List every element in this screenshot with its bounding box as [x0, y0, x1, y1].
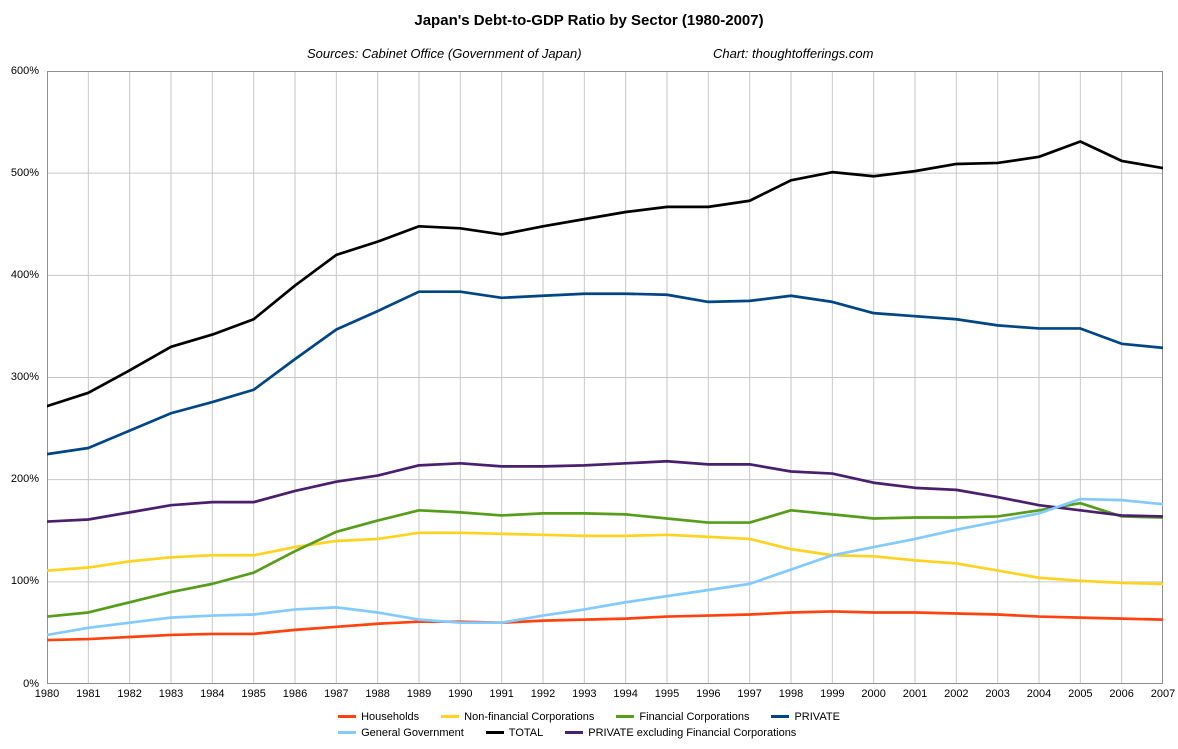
legend-marker — [338, 714, 357, 718]
x-axis-label: 2003 — [985, 688, 1010, 700]
legend-label: Financial Corporations — [639, 711, 750, 723]
legend-marker — [616, 714, 635, 718]
legend-label: PRIVATE — [794, 711, 840, 723]
x-axis-label: 2004 — [1026, 688, 1052, 700]
legend-label: TOTAL — [508, 727, 544, 739]
legend-label: PRIVATE excluding Financial Corporations — [588, 727, 797, 739]
chart-title: Japan's Debt-to-GDP Ratio by Sector (198… — [414, 12, 764, 29]
y-axis-label: 0% — [23, 677, 39, 690]
y-axis-label: 300% — [10, 371, 39, 383]
x-axis-label: 2006 — [1109, 688, 1134, 700]
legend-item: PRIVATE excluding Financial Corporations — [565, 725, 796, 741]
x-axis-label: 1988 — [365, 688, 390, 700]
x-axis-label: 1995 — [654, 688, 680, 700]
plot-area — [47, 71, 1163, 684]
series-line-private — [47, 290, 1163, 456]
series-line-total — [47, 140, 1163, 408]
series-line-non-financial-corporations — [47, 531, 1163, 586]
legend-rows: Households Non-financial Corporations Fina… — [338, 709, 840, 741]
chart-svg — [47, 71, 1163, 684]
x-axis-label: 1984 — [200, 688, 225, 700]
legend-label: General Government — [361, 727, 464, 739]
legend-label: Households — [361, 711, 420, 723]
x-axis-label: 1991 — [489, 688, 514, 700]
legend-marker — [771, 714, 790, 718]
x-axis-label: 1998 — [778, 688, 804, 700]
x-axis-label: 1997 — [737, 688, 762, 700]
series-line-private-excluding-financial-corporations — [47, 459, 1163, 523]
legend-item: PRIVATE — [771, 709, 840, 725]
x-axis-label: 1985 — [241, 688, 266, 700]
chart-credit-subtitle: Chart: thoughtofferings.com — [713, 46, 874, 61]
x-axis-label: 2002 — [944, 688, 969, 700]
legend-row: General Government TOTAL PRIVATE excluding… — [338, 725, 840, 741]
x-axis-label: 2000 — [861, 688, 886, 700]
x-axis-label: 2005 — [1068, 688, 1093, 700]
x-axis-label: 1989 — [406, 688, 432, 700]
x-axis-label: 2007 — [1150, 688, 1176, 700]
legend-item: Non-financial Corporations — [441, 709, 594, 725]
series-line-households — [47, 610, 1163, 642]
legend: Households Non-financial Corporations Fina… — [0, 709, 1178, 741]
x-axis-label: 1992 — [530, 688, 556, 700]
legend-item: Financial Corporations — [616, 709, 749, 725]
legend-marker — [485, 730, 504, 734]
y-axis-label: 600% — [10, 64, 39, 77]
y-axis-label: 200% — [10, 473, 39, 486]
y-axis-label: 100% — [10, 575, 39, 588]
legend-item: TOTAL — [485, 725, 544, 741]
x-axis-label: 1983 — [158, 688, 184, 700]
legend-marker — [441, 714, 460, 718]
x-axis-label: 1994 — [613, 688, 638, 700]
legend-marker — [565, 730, 584, 734]
x-axis-label: 1999 — [820, 688, 845, 700]
series-line-financial-corporations — [47, 501, 1163, 618]
legend-marker — [338, 730, 357, 734]
legend-label: Non-financial Corporations — [464, 711, 595, 723]
series-line-general-government — [47, 497, 1163, 637]
x-axis-label: 1996 — [696, 688, 721, 700]
legend-item: General Government — [338, 725, 464, 741]
x-axis-label: 2001 — [902, 688, 928, 700]
x-axis-label: 1986 — [282, 688, 308, 700]
x-axis-label: 1990 — [448, 688, 473, 700]
plot-border — [47, 71, 1163, 684]
legend-row: Households Non-financial Corporations Fina… — [338, 709, 840, 725]
x-axis-label: 1993 — [572, 688, 597, 700]
x-axis-label: 1982 — [117, 688, 142, 700]
y-axis-label: 400% — [10, 268, 39, 281]
x-axis-label: 1981 — [76, 688, 101, 700]
x-axis-label: 1980 — [34, 688, 60, 700]
chart-source-subtitle: Sources: Cabinet Office (Government of J… — [307, 46, 582, 61]
y-axis-label: 500% — [10, 166, 39, 179]
x-axis-label: 1987 — [324, 688, 349, 700]
legend-item: Households — [338, 709, 419, 725]
